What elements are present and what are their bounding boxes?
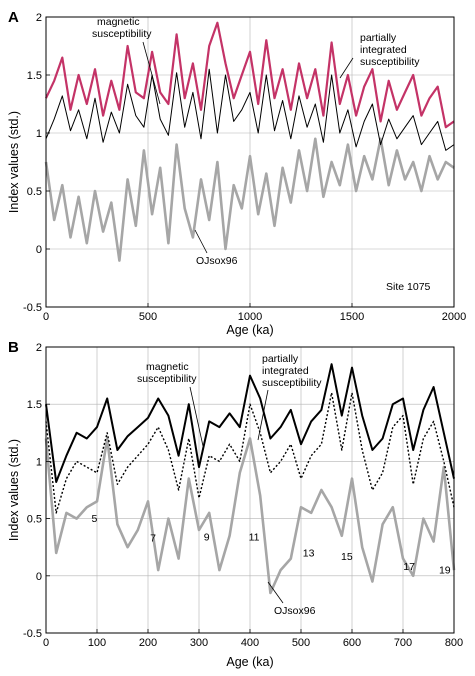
x-axis-label-b: Age (ka) <box>226 655 273 669</box>
x-tick-label: 800 <box>445 637 463 649</box>
x-tick-label: 200 <box>139 637 157 649</box>
annotation-pis-b-line2: integrated <box>262 365 309 377</box>
x-tick-label: 1500 <box>340 311 364 323</box>
x-tick-label: 500 <box>139 311 157 323</box>
y-axis-label-b: Index values (std.) <box>7 439 21 541</box>
site-label: Site 1075 <box>386 281 431 293</box>
y-tick-label: 1 <box>36 128 42 140</box>
y-tick-label: -0.5 <box>23 628 42 640</box>
series-line-magsus-b <box>45 363 455 483</box>
annotation-pis-a-line3: susceptibility <box>360 56 420 68</box>
annotation-magnetic-susceptibility-a-line1: magnetic <box>97 16 140 28</box>
annotation-magnetic-susceptibility-a-line2: susceptibility <box>92 28 152 40</box>
series-group-a <box>44 21 455 262</box>
x-tick-label: 400 <box>241 637 259 649</box>
annotation-pointer-pis-b <box>257 389 269 441</box>
y-tick-label: 2 <box>36 12 42 24</box>
series-group-b <box>44 363 456 595</box>
annotation-pis-b-line3: susceptibility <box>262 377 322 389</box>
stage-label-15: 15 <box>341 551 353 563</box>
annotation-pointer-ojsox96-a <box>194 229 208 254</box>
x-tick-label: 300 <box>190 637 208 649</box>
x-ticks-b: 0 100 200 300 400 500 600 700 800 <box>43 629 463 649</box>
y-tick-label: 0 <box>36 244 42 256</box>
stage-label-13: 13 <box>303 547 315 559</box>
panel-label-b: B <box>8 339 19 356</box>
stage-label-17: 17 <box>403 561 415 573</box>
series-line-ojsox96-a <box>44 137 455 262</box>
y-tick-label: 0.5 <box>27 514 42 526</box>
series-line-ojsox96-b <box>44 437 456 595</box>
x-tick-label: 700 <box>394 637 412 649</box>
stage-label-9: 9 <box>204 531 210 543</box>
stage-label-11: 11 <box>249 531 260 543</box>
y-ticks-b: -0.5 0 0.5 1 1.5 2 <box>23 342 50 640</box>
panel-label-a: A <box>8 9 19 26</box>
annotation-ojsox96-b: OJsox96 <box>274 605 316 617</box>
stage-label-5: 5 <box>92 513 98 525</box>
annotation-magnetic-susceptibility-b-line2: susceptibility <box>137 373 197 385</box>
y-tick-label: 0 <box>36 571 42 583</box>
annotation-pis-a-line1: partially <box>360 32 397 44</box>
x-tick-label: 0 <box>43 637 49 649</box>
annotation-pis-b-line1: partially <box>262 353 299 365</box>
annotation-pis-a-line2: integrated <box>360 44 407 56</box>
annotation-pointer-magsus-a <box>142 41 161 105</box>
chart-panel-a: A 0 500 1000 1500 2000 -0.500.511.52 Age (ka… <box>7 9 466 337</box>
annotation-pointer-ojsox96-b <box>267 581 284 604</box>
x-tick-label: 100 <box>88 637 106 649</box>
x-tick-label: 600 <box>343 637 361 649</box>
x-tick-label: 2000 <box>442 311 466 323</box>
y-tick-label: 0.5 <box>27 186 42 198</box>
chart-panel-b: B 0 100 200 300 400 500 600 700 800 -0.500.511.5… <box>7 339 463 669</box>
x-axis-label-a: Age (ka) <box>226 323 273 337</box>
stage-labels-b: 5 7 9 11 13 15 17 19 <box>92 513 451 576</box>
x-tick-label: 500 <box>292 637 310 649</box>
series-line-pis-a <box>45 21 455 129</box>
y-tick-label: 1.5 <box>27 70 42 82</box>
y-tick-label: 1 <box>36 456 42 468</box>
annotation-pointer-magsus-b <box>189 386 204 447</box>
x-tick-label: 1000 <box>238 311 262 323</box>
series-line-pis-b <box>45 392 455 514</box>
annotation-magnetic-susceptibility-b-line1: magnetic <box>146 361 189 373</box>
y-tick-label: -0.5 <box>23 302 42 314</box>
y-ticks-a: -0.5 0 0.5 1 1.5 2 <box>23 12 50 314</box>
x-tick-label: 0 <box>43 311 49 323</box>
stage-label-19: 19 <box>439 565 451 577</box>
x-ticks-a: 0 500 1000 1500 2000 <box>43 303 466 323</box>
y-tick-label: 1.5 <box>27 399 42 411</box>
stage-label-7: 7 <box>150 532 156 544</box>
grid-b <box>45 346 455 634</box>
annotation-pointer-pis-a <box>339 57 354 79</box>
annotation-ojsox96-a: OJsox96 <box>196 255 238 267</box>
y-tick-label: 2 <box>36 342 42 354</box>
y-axis-label-a: Index values (std.) <box>7 111 21 213</box>
series-line-magsus-a <box>45 68 455 151</box>
